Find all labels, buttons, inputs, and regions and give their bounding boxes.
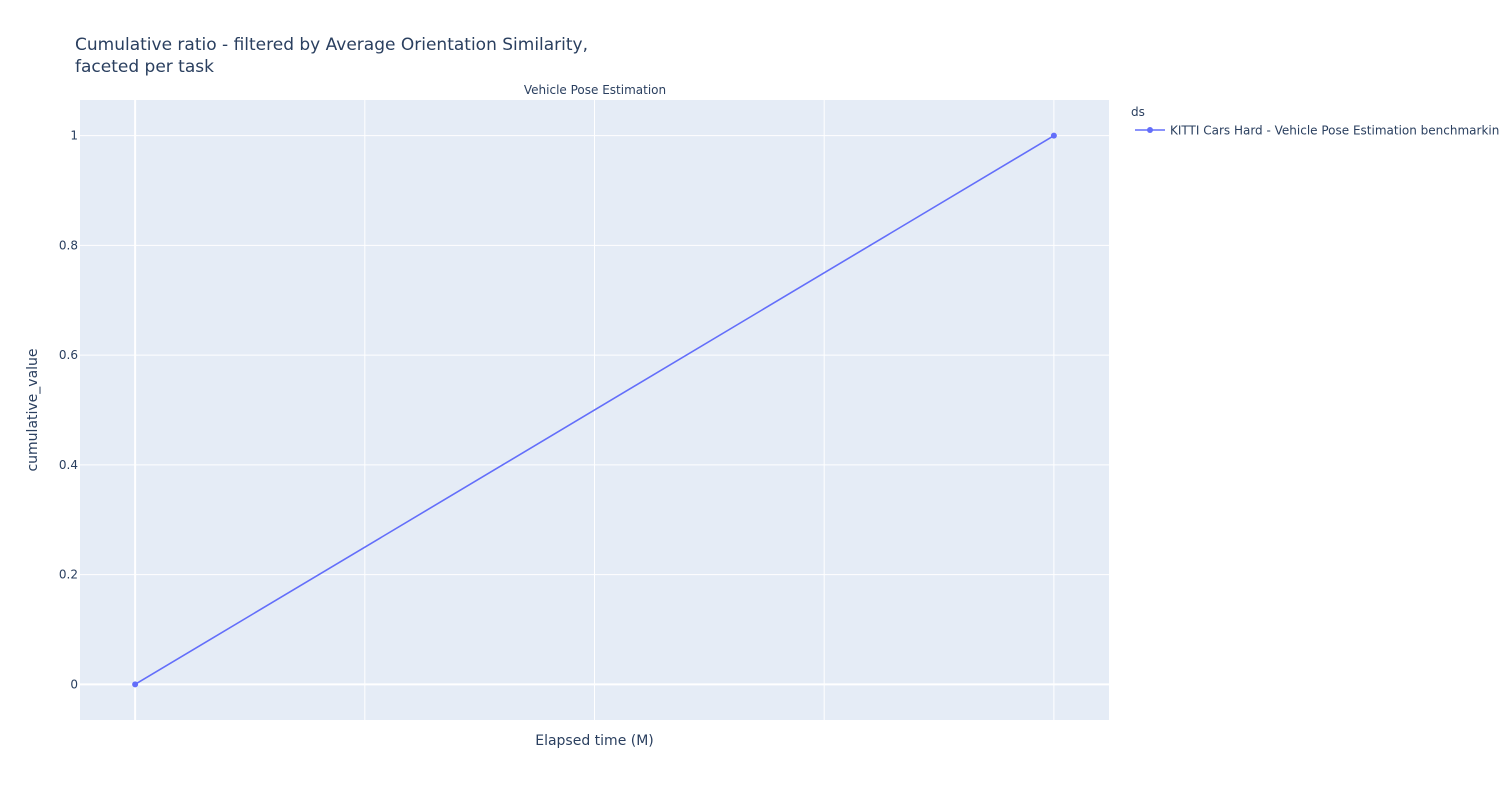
- y-tick-label: 0: [70, 677, 78, 691]
- legend-swatch-marker: [1147, 127, 1153, 133]
- y-tick-label: 0.2: [59, 568, 78, 582]
- series-line[interactable]: [134, 134, 1055, 686]
- y-axis-label: cumulative_value: [25, 348, 41, 471]
- chart-title-line-2: faceted per task: [75, 57, 214, 77]
- data-point[interactable]: [1050, 132, 1057, 139]
- series-layer[interactable]: [132, 132, 1057, 688]
- facet-title: Vehicle Pose Estimation: [524, 83, 666, 97]
- legend-series-label: KITTI Cars Hard - Vehicle Pose Estimatio…: [1170, 124, 1500, 138]
- y-tick-label: 0.6: [59, 348, 78, 362]
- legend-item[interactable]: KITTI Cars Hard - Vehicle Pose Estimatio…: [1135, 124, 1500, 138]
- y-tick-label: 1: [70, 129, 78, 143]
- chart-title-line-1: Cumulative ratio - filtered by Average O…: [75, 35, 588, 55]
- y-tick-label: 0.4: [59, 458, 78, 472]
- y-tick-label: 0.8: [59, 238, 78, 252]
- x-axis-label: Elapsed time (M): [535, 733, 654, 749]
- y-tick-labels: 0 0.2 0.4 0.6 0.8 1: [59, 129, 78, 692]
- legend-title: ds: [1131, 105, 1145, 119]
- legend: ds KITTI Cars Hard - Vehicle Pose Estima…: [1131, 105, 1500, 138]
- data-point[interactable]: [132, 681, 139, 688]
